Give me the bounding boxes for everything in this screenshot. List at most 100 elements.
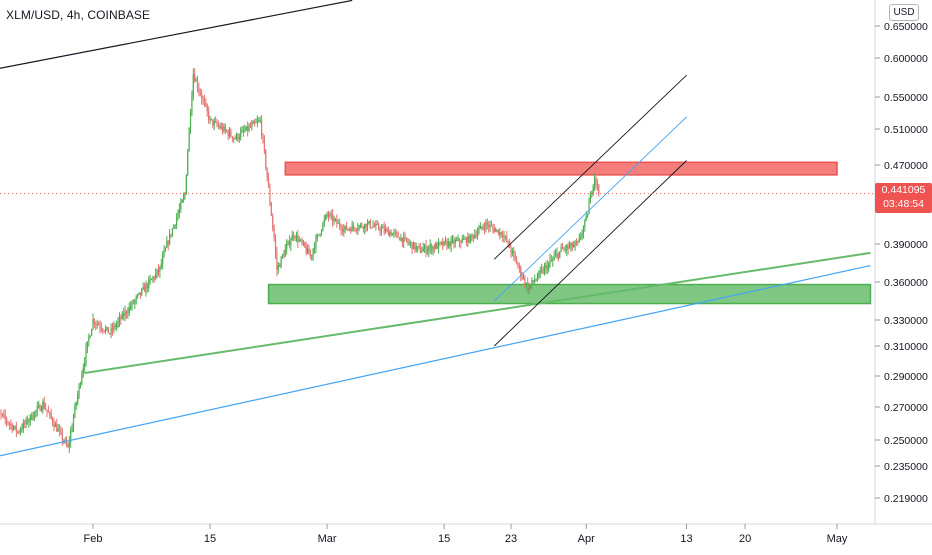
candle-down (468, 233, 470, 244)
candle-down (404, 232, 406, 241)
candle-up (347, 228, 349, 232)
candle-down (61, 428, 63, 446)
time-tick-label: 15 (204, 533, 216, 545)
candle-up (240, 127, 242, 141)
candle-down (308, 244, 310, 255)
candle-up (92, 313, 94, 331)
candle-up (489, 220, 491, 232)
candle-down (266, 167, 268, 182)
candle-down (7, 420, 9, 426)
candle-up (241, 125, 243, 133)
candle-up (78, 382, 80, 400)
candle-down (430, 243, 433, 255)
candle-up (479, 222, 481, 229)
candle-down (39, 403, 41, 412)
trend-line-black-thin[interactable] (493, 160, 687, 347)
price-axis[interactable]: 0.219000 0.235000 0.250000 0.270000 0.290000… (875, 21, 928, 505)
time-axis[interactable]: Feb 15 Mar 15 23 Apr 13 20 May (84, 524, 848, 545)
candle-up (149, 274, 151, 285)
candle-up (19, 426, 22, 436)
candle-down (219, 123, 221, 130)
candle-up (235, 132, 238, 141)
candle-down (520, 265, 522, 281)
candle-down (297, 230, 299, 248)
candle-up (81, 370, 83, 386)
candle-up (469, 234, 472, 244)
candle-up (284, 243, 286, 257)
candle-up (188, 127, 190, 152)
candle-down (504, 235, 507, 241)
candle-down (201, 89, 203, 105)
candle-up (233, 137, 235, 143)
trend-line-black[interactable] (0, 0, 353, 69)
candle-down (336, 214, 338, 228)
candle-down (254, 119, 256, 127)
candle-up (531, 277, 533, 290)
candle-up (300, 238, 302, 242)
candle-down (227, 129, 229, 141)
candle-up (280, 256, 282, 269)
candle-up (594, 173, 596, 191)
trend-line-blue-thin[interactable] (493, 116, 687, 302)
resistance-zone[interactable] (284, 161, 838, 176)
price-tick-label: 0.310000 (884, 341, 928, 353)
candle-down (107, 327, 109, 334)
candle-up (435, 241, 437, 250)
trend-line-blue[interactable] (0, 264, 871, 458)
last-price-value: 0.441095 (881, 184, 926, 196)
trend-line-green[interactable] (84, 251, 871, 374)
candle-up (368, 220, 370, 225)
candle-up (79, 381, 82, 389)
candle-up (325, 213, 327, 222)
candle-down (95, 321, 97, 331)
candle-up (467, 232, 469, 248)
candle-up (566, 244, 568, 257)
candle-down (418, 243, 420, 250)
candle-up (457, 234, 459, 242)
candle-down (167, 239, 169, 251)
candle-up (223, 123, 225, 134)
candle-up (538, 270, 540, 280)
trend-line-black-thin[interactable] (493, 74, 687, 260)
candle-down (293, 231, 295, 242)
candle-down (567, 242, 569, 255)
candle-up (191, 90, 193, 117)
candle-up (522, 274, 525, 280)
candle-up (29, 414, 31, 426)
candle-down (521, 271, 523, 281)
candle-down (217, 120, 219, 130)
candle-up (584, 218, 586, 232)
candle-down (50, 408, 52, 420)
candle-up (451, 234, 454, 244)
candle-up (591, 190, 593, 199)
candle-up (176, 213, 178, 230)
candle-down (224, 123, 226, 135)
candle-down (216, 119, 218, 128)
candle-up (150, 278, 153, 281)
candle-up (589, 191, 592, 204)
candle-up (178, 203, 180, 219)
candle-up (380, 224, 383, 236)
candle-up (548, 261, 550, 273)
candle-down (369, 218, 371, 230)
candle-up (323, 214, 325, 228)
candle-up (588, 197, 590, 215)
candle-up (443, 240, 445, 247)
candle-down (170, 234, 172, 238)
candle-up (552, 256, 554, 267)
candle-down (109, 332, 111, 336)
currency-badge[interactable]: USD (889, 4, 919, 21)
price-tick-label: 0.390000 (884, 239, 928, 251)
candle-down (3, 409, 5, 419)
candle-up (256, 115, 259, 128)
candle-up (391, 232, 394, 236)
candle-up (40, 405, 43, 413)
candle-up (145, 280, 147, 297)
candle-down (510, 244, 512, 258)
support-zone[interactable] (267, 283, 872, 305)
candle-down (444, 236, 447, 245)
time-tick-label: Apr (578, 533, 595, 545)
candle-down (532, 279, 534, 286)
